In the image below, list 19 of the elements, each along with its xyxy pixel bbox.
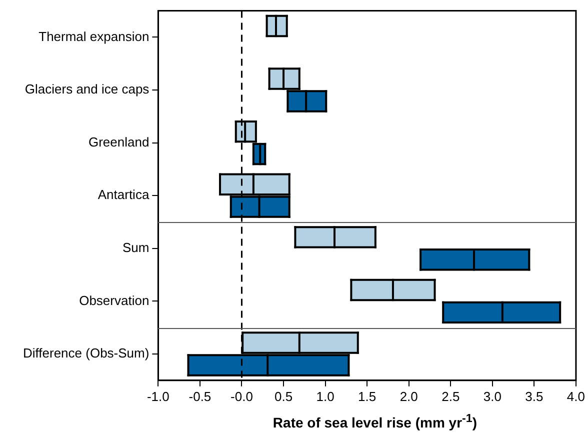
x-tick-label: 1.5 — [358, 388, 376, 404]
x-tick-label: 2.5 — [442, 388, 460, 404]
x-tick-label: 3.0 — [483, 388, 502, 404]
x-tick-label: 2.0 — [400, 388, 418, 404]
y-tick-label: Glaciers and ice caps — [24, 82, 150, 97]
x-tick-label: -0.5 — [188, 388, 212, 404]
y-tick-label: Difference (Obs-Sum) — [23, 346, 150, 361]
y-tick-label: Greenland — [88, 134, 150, 150]
y-tick-label: Antartica — [98, 187, 150, 202]
x-tick-label: 3.5 — [525, 388, 544, 404]
y-tick-label: Observation — [79, 292, 150, 308]
x-tick-label: 0.5 — [274, 388, 293, 404]
x-tick-label: -1.0 — [146, 388, 170, 404]
x-tick-label: 4.0 — [566, 388, 586, 404]
y-tick-label: Sum — [122, 240, 150, 255]
x-tick-label: 1.0 — [316, 388, 334, 404]
y-tick-label: Thermal expansion — [38, 28, 150, 44]
x-axis-title: Rate of sea level rise (mm yr$^{-1}$) — [272, 412, 478, 431]
x-tick-label: -0.0 — [230, 388, 253, 404]
